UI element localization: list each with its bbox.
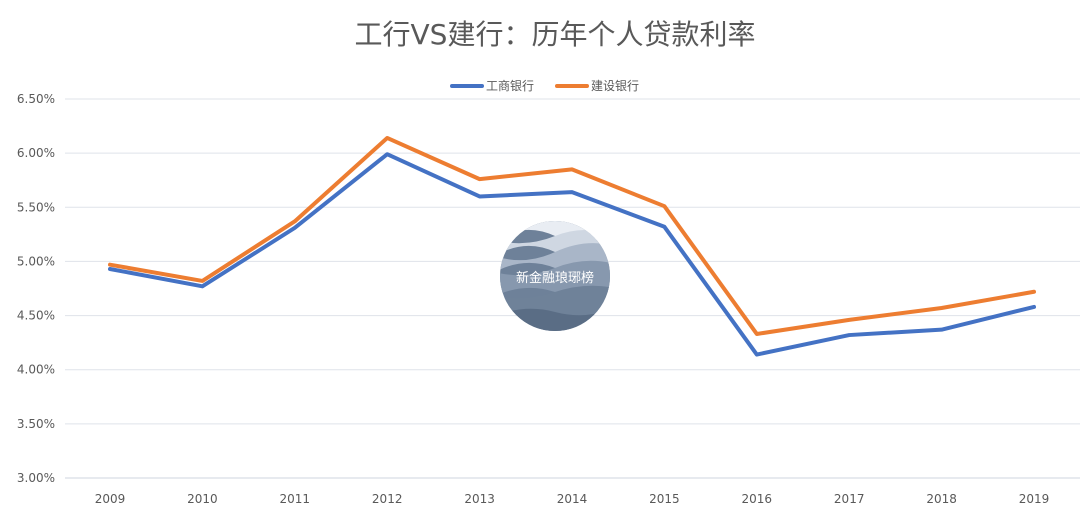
y-tick-label: 3.50% [17,417,55,431]
series-line-1 [108,135,1036,336]
x-tick-label: 2015 [649,492,680,506]
legend-label: 工商银行 [486,78,534,93]
y-tick-label: 6.00% [17,146,55,160]
y-tick-label: 4.50% [17,309,55,323]
x-tick-label: 2009 [95,492,126,506]
y-tick-label: 6.50% [17,92,55,106]
x-tick-label: 2017 [834,492,865,506]
series-lines [108,135,1036,357]
x-tick-label: 2010 [187,492,218,506]
chart-title: 工行VS建行：历年个人贷款利率 [355,18,756,51]
x-tick-label: 2019 [1019,492,1050,506]
watermark-waves [500,221,610,331]
x-tick-label: 2014 [557,492,588,506]
y-tick-label: 4.00% [17,363,55,377]
x-axis: 2009 2010 2011 2012 2013 2014 2015 2016 2017 2018… [95,492,1050,506]
legend: 工商银行 建设银行 [450,78,639,93]
series-line-0 [108,152,1036,357]
x-tick-label: 2011 [280,492,311,506]
watermark-text: 新金融琅琊榜 [516,270,594,286]
x-tick-label: 2012 [372,492,403,506]
x-tick-label: 2018 [926,492,957,506]
y-tick-label: 5.00% [17,254,55,268]
y-tick-label: 5.50% [17,200,55,214]
x-tick-label: 2013 [464,492,495,506]
x-tick-label: 2016 [742,492,773,506]
y-axis: 3.00% 3.50% 4.00% 4.50% 5.00% 5.50% 6.00% 6.50% [17,92,55,485]
legend-label: 建设银行 [591,79,639,93]
watermark-logo: 新金融琅琊榜 [500,221,610,331]
y-tick-label: 3.00% [17,471,55,485]
